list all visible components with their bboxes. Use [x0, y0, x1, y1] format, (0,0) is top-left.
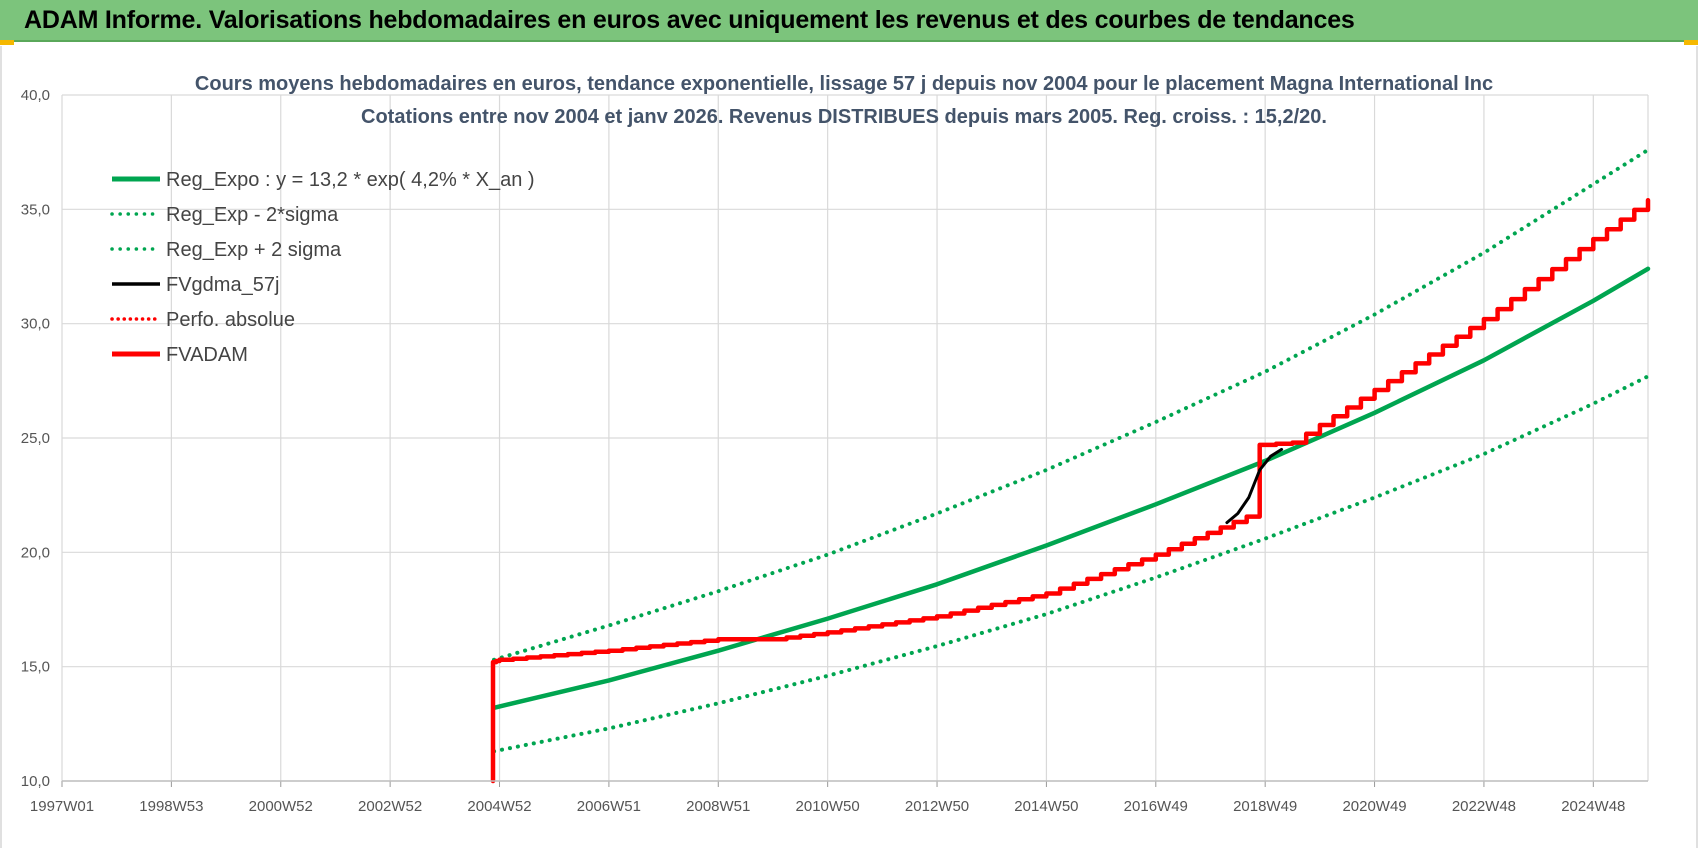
x-tick-label: 2022W48	[1452, 798, 1516, 815]
x-tick-label: 2000W52	[249, 798, 313, 815]
x-tick-label: 2014W50	[1014, 798, 1078, 815]
corner-mark-left	[0, 40, 14, 45]
x-tick-label: 2012W50	[905, 798, 969, 815]
series-line-5	[490, 197, 1651, 784]
legend-label: Perfo. absolue	[166, 309, 295, 331]
x-tick-label: 2016W49	[1124, 798, 1188, 815]
x-tick-label: 2010W50	[796, 798, 860, 815]
legend-label: FVADAM	[166, 344, 248, 366]
chart-title: Cours moyens hebdomadaires en euros, ten…	[195, 73, 1493, 128]
y-tick-label: 20,0	[21, 544, 50, 561]
x-tick-label: 2024W48	[1561, 798, 1625, 815]
x-tick-label: 2006W51	[577, 798, 641, 815]
y-tick-label: 30,0	[21, 316, 50, 333]
y-tick-label: 40,0	[21, 87, 50, 104]
x-tick-label: 2020W49	[1342, 798, 1406, 815]
legend-label: Reg_Exp + 2 sigma	[166, 239, 342, 261]
legend-label: Reg_Expo : y = 13,2 * exp( 4,2% * X_an )	[166, 169, 535, 191]
y-tick-label: 15,0	[21, 659, 50, 676]
corner-mark-right	[1684, 40, 1698, 45]
series-line-0	[491, 266, 1651, 711]
grid	[61, 94, 1649, 782]
legend-label: Reg_Exp - 2*sigma	[166, 204, 339, 226]
x-tick-label: 2018W49	[1233, 798, 1297, 815]
chart-title-line-1: Cours moyens hebdomadaires en euros, ten…	[195, 73, 1493, 95]
y-tick-label: 35,0	[21, 201, 50, 218]
legend-label: FVgdma_57j	[166, 274, 279, 296]
chart-title-line-2: Cotations entre nov 2004 et janv 2026. R…	[361, 106, 1327, 128]
x-tick-label: 2004W52	[467, 798, 531, 815]
banner-title: ADAM Informe. Valorisations hebdomadaire…	[24, 6, 1355, 34]
series-line-1	[492, 374, 1650, 754]
series-line-3	[1225, 447, 1284, 525]
x-tick-label: 2002W52	[358, 798, 422, 815]
legend: Reg_Expo : y = 13,2 * exp( 4,2% * X_an )…	[110, 169, 535, 366]
y-tick-label: 10,0	[21, 773, 50, 790]
banner: ADAM Informe. Valorisations hebdomadaire…	[0, 0, 1698, 42]
x-tick-label: 1998W53	[139, 798, 203, 815]
chart-frame	[0, 46, 1698, 848]
y-tick-label: 25,0	[21, 430, 50, 447]
series-lines	[490, 147, 1651, 784]
chart: Cours moyens hebdomadaires en euros, ten…	[21, 73, 1651, 815]
axes: 10,0 15,0 20,0 25,0 30,0 35,0 40,0 1997W01 1998W…	[21, 87, 1648, 815]
x-tick-label: 1997W01	[30, 798, 94, 815]
x-tick-label: 2008W51	[686, 798, 750, 815]
series-line-2	[492, 147, 1650, 662]
